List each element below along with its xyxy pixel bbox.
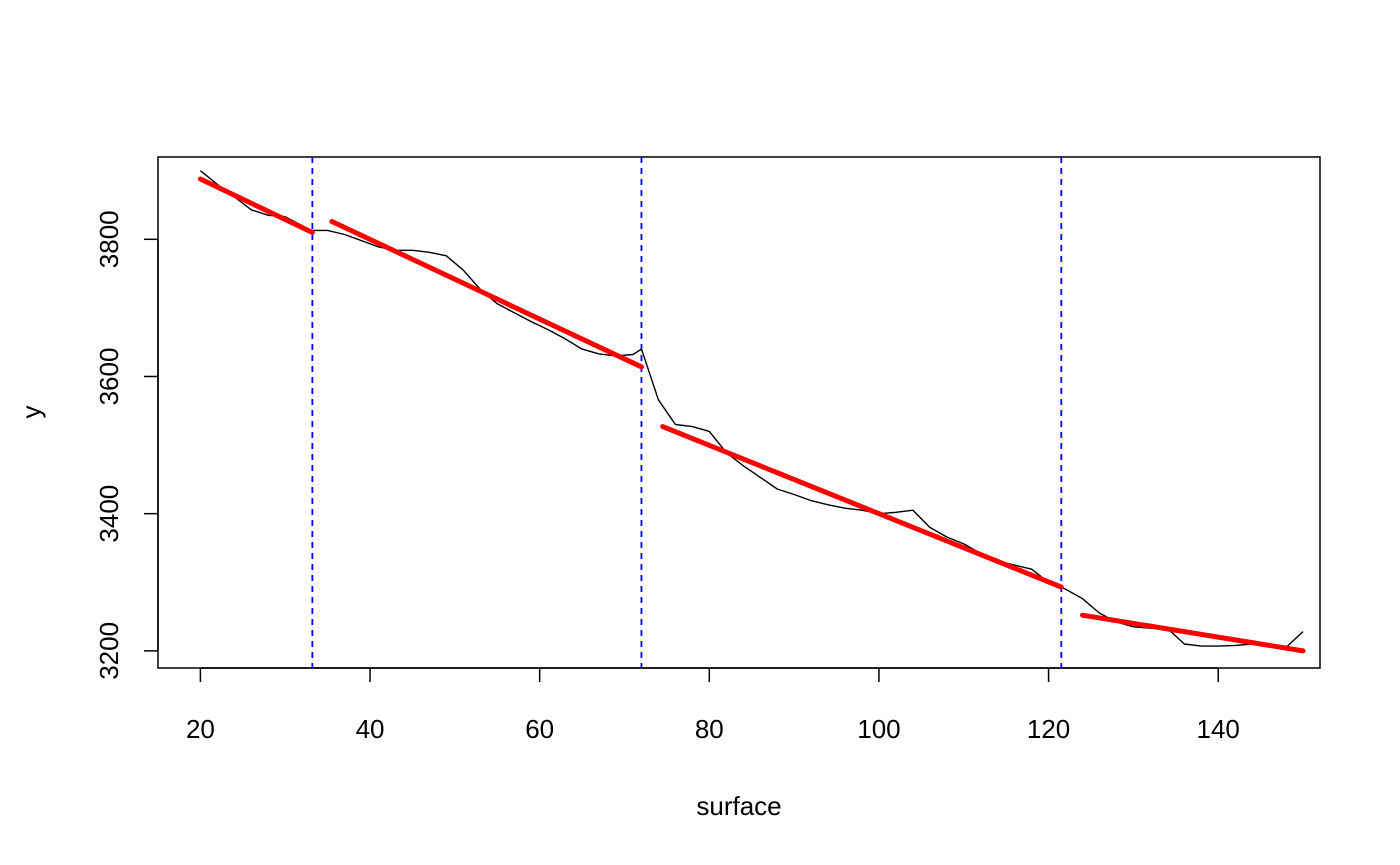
x-tick-label: 40: [356, 714, 385, 744]
y-tick-label: 3200: [94, 622, 124, 680]
y-tick-label: 3600: [94, 348, 124, 406]
fitted-segments: [197, 176, 1306, 654]
fitted-segment: [1080, 612, 1306, 654]
x-axis: 20 40 60 80 100 120 140: [186, 667, 1240, 744]
observed-series: [199, 170, 1304, 649]
x-tick-label: 60: [525, 714, 554, 744]
fitted-segment: [660, 424, 1064, 590]
x-tick-label: 20: [186, 714, 215, 744]
x-tick-label: 140: [1197, 714, 1240, 744]
fitted-segment: [197, 176, 315, 235]
y-axis-title: y: [16, 406, 46, 419]
x-tick-label: 100: [857, 714, 900, 744]
y-tick-label: 3800: [94, 210, 124, 268]
breakpoint-lines: [311, 157, 1063, 668]
y-axis: 3200 3400 3600 3800: [94, 210, 159, 680]
plot-frame: [157, 156, 1321, 669]
x-axis-title: surface: [696, 791, 781, 821]
observed-line: [199, 170, 1304, 649]
x-tick-label: 120: [1027, 714, 1070, 744]
y-tick-label: 3400: [94, 485, 124, 543]
fitted-segment: [329, 218, 644, 370]
x-tick-label: 80: [695, 714, 724, 744]
